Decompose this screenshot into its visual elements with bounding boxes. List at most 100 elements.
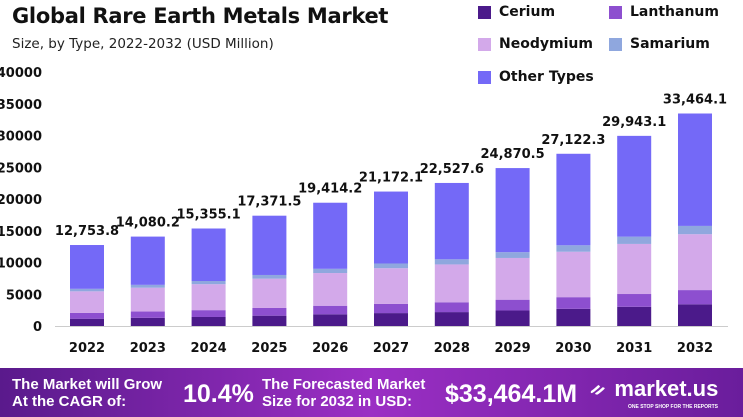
forecast-value: $33,464.1M bbox=[445, 380, 578, 408]
legend-label: Neodymium bbox=[499, 36, 593, 52]
legend-swatch bbox=[609, 5, 622, 19]
y-tick-label: 30000 bbox=[0, 130, 42, 145]
x-tick-label: 2025 bbox=[251, 341, 287, 356]
bar-segment-neodymium bbox=[70, 291, 104, 313]
bar-segment-cerium bbox=[374, 313, 408, 326]
bar-segment-other-types bbox=[495, 168, 530, 253]
legend-swatch bbox=[478, 5, 491, 19]
bar-segment-lanthanum bbox=[678, 290, 712, 305]
bar-total-label: 24,870.5 bbox=[481, 147, 545, 162]
bar-segment-neodymium bbox=[556, 251, 591, 298]
bar-total-label: 14,080.2 bbox=[116, 216, 180, 231]
bar-segment-cerium bbox=[130, 317, 165, 326]
legend-item-lanthanum: Lanthanum bbox=[609, 4, 719, 20]
forecast-label: The Forecasted Market Size for 2032 in US… bbox=[262, 376, 425, 410]
bar-segment-samarium bbox=[495, 252, 530, 258]
bar-segment-neodymium bbox=[313, 273, 348, 306]
cagr-value: 10.4% bbox=[183, 380, 254, 408]
bar-total-label: 33,464.1 bbox=[663, 93, 727, 108]
bar-segment-other-types bbox=[617, 135, 652, 237]
bar-segment-samarium bbox=[617, 236, 652, 244]
bar-segment-other-types bbox=[191, 228, 226, 282]
bar-segment-other-types bbox=[70, 245, 104, 289]
bar-segment-neodymium bbox=[374, 268, 408, 304]
cagr-label-line2: At the CAGR of: bbox=[12, 393, 127, 410]
legend-label: Other Types bbox=[499, 69, 594, 85]
chart-subtitle: Size, by Type, 2022-2032 (USD Million) bbox=[12, 36, 274, 52]
bar-segment-neodymium bbox=[617, 243, 652, 295]
bar-total-label: 12,753.8 bbox=[55, 224, 119, 239]
y-tick-label: 40000 bbox=[0, 66, 42, 81]
bar-segment-neodymium bbox=[252, 278, 287, 308]
bar-total-label: 17,371.5 bbox=[237, 195, 301, 210]
bar-segment-samarium bbox=[313, 268, 348, 274]
x-tick-label: 2031 bbox=[616, 341, 652, 356]
bar-total-label: 22,527.6 bbox=[420, 162, 484, 177]
bar-segment-neodymium bbox=[678, 234, 712, 291]
bar-segment-cerium bbox=[678, 304, 712, 326]
brand-name: market.us bbox=[614, 376, 719, 401]
y-tick-label: 20000 bbox=[0, 193, 42, 208]
y-tick-label: 5000 bbox=[6, 288, 42, 303]
brand-logo: ᨀ market.us ONE STOP SHOP FOR THE REPORT… bbox=[590, 376, 719, 410]
bar-segment-samarium bbox=[556, 245, 591, 252]
y-tick-label: 15000 bbox=[0, 225, 42, 240]
x-tick-label: 2022 bbox=[69, 341, 105, 356]
brand-tagline: ONE STOP SHOP FOR THE REPORTS bbox=[628, 404, 719, 410]
bar-segment-neodymium bbox=[434, 264, 469, 303]
x-tick-label: 2030 bbox=[555, 341, 591, 356]
bar-segment-neodymium bbox=[130, 287, 165, 312]
legend-label: Cerium bbox=[499, 4, 556, 20]
legend-item-cerium: Cerium bbox=[478, 4, 555, 20]
bar-total-label: 29,943.1 bbox=[602, 115, 666, 130]
y-tick-label: 0 bbox=[33, 320, 42, 335]
bar-total-label: 19,414.2 bbox=[298, 182, 362, 197]
bar-segment-lanthanum bbox=[70, 312, 104, 319]
legend-item-neodymium: Neodymium bbox=[478, 36, 593, 52]
bar-segment-samarium bbox=[678, 225, 712, 235]
x-tick-label: 2027 bbox=[373, 341, 409, 356]
bar-segment-neodymium bbox=[191, 284, 226, 311]
bar-segment-other-types bbox=[556, 153, 591, 246]
bar-segment-cerium bbox=[191, 316, 226, 326]
y-tick-label: 10000 bbox=[0, 257, 42, 272]
legend-swatch bbox=[478, 37, 491, 51]
bar-segment-other-types bbox=[434, 182, 469, 260]
bar-segment-lanthanum bbox=[495, 299, 530, 311]
y-tick-label: 25000 bbox=[0, 161, 42, 176]
bar-segment-other-types bbox=[374, 191, 408, 264]
bar-segment-other-types bbox=[252, 215, 287, 275]
bar-segment-samarium bbox=[130, 284, 165, 288]
x-tick-label: 2032 bbox=[677, 341, 713, 356]
cagr-label: The Market will Grow At the CAGR of: bbox=[12, 376, 162, 410]
bar-total-label: 15,355.1 bbox=[177, 207, 241, 222]
bar-segment-cerium bbox=[434, 312, 469, 326]
bar-segment-cerium bbox=[252, 315, 287, 326]
brand-logo-icon: ᨀ bbox=[590, 377, 607, 400]
bar-segment-neodymium bbox=[495, 257, 530, 300]
x-tick-label: 2028 bbox=[434, 341, 470, 356]
bar-segment-lanthanum bbox=[252, 307, 287, 316]
cagr-label-line1: The Market will Grow bbox=[12, 376, 163, 393]
y-tick-label: 35000 bbox=[0, 98, 42, 113]
bar-segment-cerium bbox=[617, 306, 652, 326]
bar-total-label: 27,122.3 bbox=[541, 133, 605, 148]
bar-segment-samarium bbox=[374, 263, 408, 269]
bar-segment-lanthanum bbox=[434, 302, 469, 313]
bar-segment-lanthanum bbox=[556, 297, 591, 309]
bar-segment-samarium bbox=[252, 274, 287, 279]
bar-segment-cerium bbox=[70, 318, 104, 326]
legend-label: Samarium bbox=[630, 36, 710, 52]
bar-segment-lanthanum bbox=[617, 294, 652, 307]
legend-item-samarium: Samarium bbox=[609, 36, 710, 52]
bar-segment-samarium bbox=[434, 259, 469, 265]
bar-segment-other-types bbox=[130, 236, 165, 285]
bar-segment-other-types bbox=[678, 113, 712, 226]
bar-segment-samarium bbox=[70, 288, 104, 292]
chart-title: Global Rare Earth Metals Market bbox=[12, 4, 389, 28]
forecast-label-line2: Size for 2032 in USD: bbox=[262, 393, 413, 410]
x-tick-label: 2026 bbox=[312, 341, 348, 356]
x-tick-label: 2023 bbox=[130, 341, 166, 356]
bar-segment-lanthanum bbox=[374, 303, 408, 314]
bar-segment-cerium bbox=[495, 310, 530, 326]
